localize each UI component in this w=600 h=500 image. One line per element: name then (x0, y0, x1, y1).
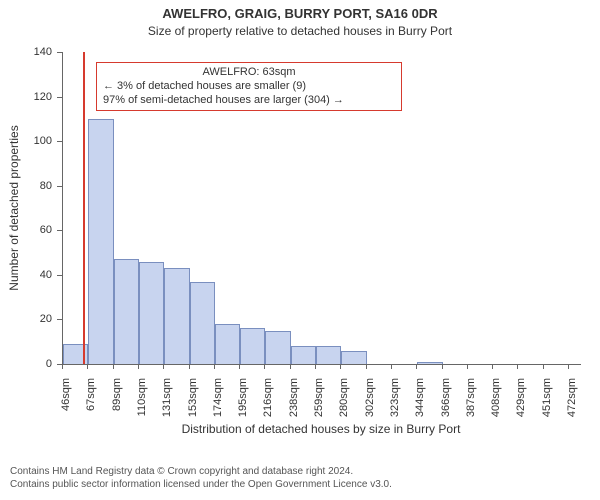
x-tick-mark (87, 364, 88, 369)
histogram-bar (190, 282, 215, 364)
y-tick-mark (57, 319, 62, 320)
x-tick-mark (264, 364, 265, 369)
y-tick-label: 0 (0, 358, 52, 370)
y-tick-mark (57, 230, 62, 231)
x-tick-label: 46sqm (60, 378, 72, 411)
x-tick-label: 238sqm (288, 378, 300, 417)
y-tick-label: 100 (0, 135, 52, 147)
x-tick-mark (492, 364, 493, 369)
x-tick-mark (340, 364, 341, 369)
histogram-bar (88, 119, 114, 364)
histogram-bar (341, 351, 367, 364)
x-tick-label: 89sqm (111, 378, 123, 411)
x-tick-label: 408sqm (490, 378, 502, 417)
histogram-bar (139, 262, 164, 365)
x-tick-mark (62, 364, 63, 369)
attribution-line-1: Contains HM Land Registry data © Crown c… (10, 466, 600, 479)
y-tick-mark (57, 186, 62, 187)
reference-vline (83, 52, 85, 364)
x-tick-label: 131sqm (161, 378, 173, 417)
x-tick-label: 472sqm (566, 378, 578, 417)
y-tick-mark (57, 275, 62, 276)
histogram-bar (417, 362, 443, 364)
histogram-bar (291, 346, 316, 364)
y-axis-label: Number of detached properties (7, 125, 21, 290)
x-tick-label: 323sqm (389, 378, 401, 417)
attribution-text: Contains HM Land Registry data © Crown c… (10, 466, 600, 491)
x-tick-mark (163, 364, 164, 369)
x-tick-label: 280sqm (338, 378, 350, 417)
x-tick-mark (467, 364, 468, 369)
y-tick-label: 20 (0, 313, 52, 325)
y-tick-label: 120 (0, 91, 52, 103)
x-tick-label: 259sqm (313, 378, 325, 417)
x-tick-mark (517, 364, 518, 369)
x-tick-mark (366, 364, 367, 369)
y-tick-label: 60 (0, 224, 52, 236)
x-tick-label: 302sqm (364, 378, 376, 417)
x-tick-mark (391, 364, 392, 369)
chart-title-2: Size of property relative to detached ho… (0, 24, 600, 38)
x-tick-mark (214, 364, 215, 369)
histogram-bar (240, 328, 265, 364)
x-tick-label: 429sqm (515, 378, 527, 417)
x-tick-mark (113, 364, 114, 369)
y-tick-label: 80 (0, 180, 52, 192)
x-tick-mark (442, 364, 443, 369)
attribution-line-2: Contains public sector information licen… (10, 479, 600, 492)
x-tick-mark (543, 364, 544, 369)
x-tick-label: 387sqm (465, 378, 477, 417)
y-tick-mark (57, 97, 62, 98)
x-tick-label: 195sqm (237, 378, 249, 417)
x-tick-label: 67sqm (85, 378, 97, 411)
chart-title-1: AWELFRO, GRAIG, BURRY PORT, SA16 0DR (0, 6, 600, 21)
chart-container: AWELFRO, GRAIG, BURRY PORT, SA16 0DR Siz… (0, 0, 600, 500)
annotation-line-3: 97% of semi-detached houses are larger (… (103, 94, 395, 108)
x-tick-mark (189, 364, 190, 369)
histogram-bar (164, 268, 190, 364)
x-tick-mark (568, 364, 569, 369)
x-axis-label: Distribution of detached houses by size … (62, 422, 580, 436)
x-tick-label: 344sqm (414, 378, 426, 417)
x-tick-label: 451sqm (541, 378, 553, 417)
x-tick-label: 110sqm (136, 378, 148, 416)
histogram-bar (114, 259, 139, 364)
y-tick-label: 40 (0, 269, 52, 281)
y-tick-label: 140 (0, 46, 52, 58)
x-tick-mark (315, 364, 316, 369)
x-tick-mark (138, 364, 139, 369)
histogram-bar (316, 346, 341, 364)
annotation-line-2: ← 3% of detached houses are smaller (9) (103, 80, 395, 94)
x-tick-label: 153sqm (187, 378, 199, 417)
x-tick-mark (416, 364, 417, 369)
annotation-line-1: AWELFRO: 63sqm (103, 66, 395, 80)
annotation-box: AWELFRO: 63sqm ← 3% of detached houses a… (96, 62, 402, 111)
x-tick-label: 366sqm (440, 378, 452, 417)
x-tick-mark (290, 364, 291, 369)
x-tick-label: 174sqm (212, 378, 224, 417)
x-tick-mark (239, 364, 240, 369)
y-tick-mark (57, 52, 62, 53)
x-tick-label: 216sqm (262, 378, 274, 417)
y-tick-mark (57, 141, 62, 142)
histogram-bar (215, 324, 240, 364)
histogram-bar (265, 331, 291, 364)
